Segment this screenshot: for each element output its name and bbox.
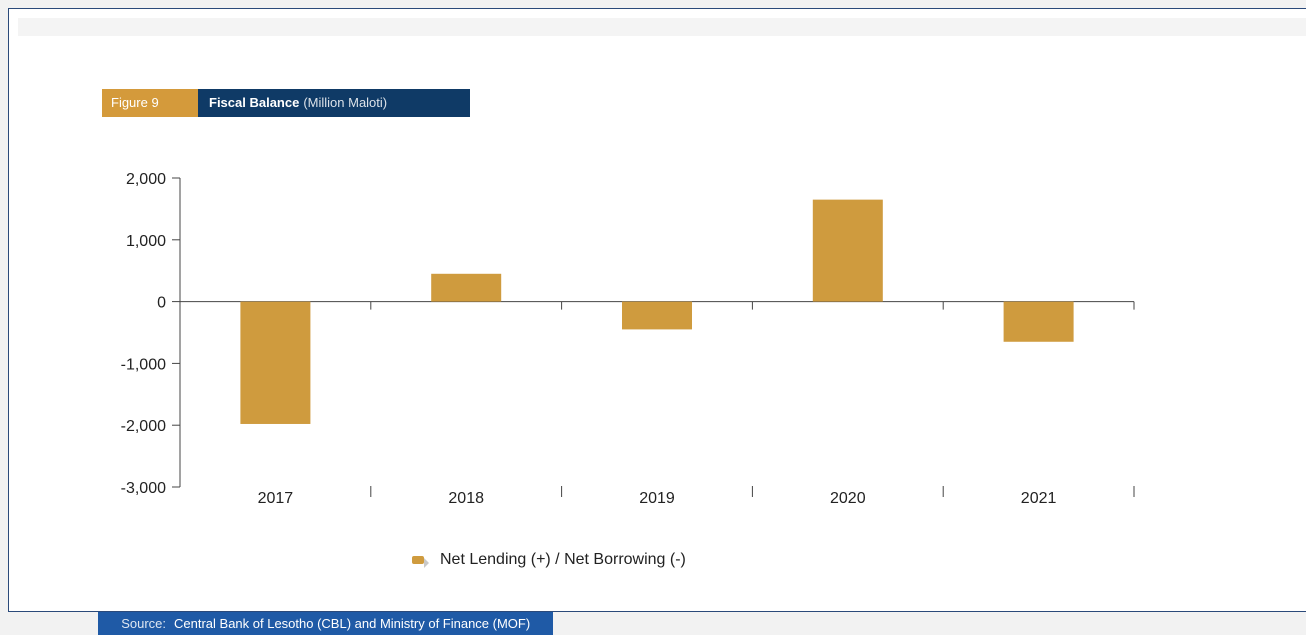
figure-subtitle: (Million Maloti)	[303, 95, 388, 110]
x-tick-label: 2018	[448, 490, 484, 507]
x-tick-label: 2020	[830, 490, 866, 507]
y-tick-label: 2,000	[126, 171, 166, 188]
bar-2019	[622, 301, 692, 330]
x-tick-label: 2021	[1021, 490, 1057, 507]
figure-title-text: Fiscal Balance	[209, 95, 300, 110]
bar-2021	[1003, 301, 1074, 342]
legend-label: Net Lending (+) / Net Borrowing (-)	[440, 551, 686, 568]
header-band	[18, 18, 1306, 36]
bar-2020	[812, 199, 883, 302]
bar-2018	[431, 273, 502, 302]
x-tick-label: 2019	[639, 490, 675, 507]
y-tick-label: -3,000	[121, 480, 166, 497]
figure-title: Fiscal Balance (Million Maloti)	[198, 89, 470, 117]
y-tick-label: -1,000	[121, 356, 166, 373]
source-text: Central Bank of Lesotho (CBL) and Minist…	[174, 616, 531, 631]
y-tick-label: 0	[157, 295, 166, 312]
x-tick-label: 2017	[258, 490, 294, 507]
bar-2017	[240, 301, 311, 424]
figure-tag: Figure 9	[102, 89, 198, 117]
source-label: Source:	[121, 616, 166, 631]
y-tick-label: 1,000	[126, 233, 166, 250]
legend-swatch-icon	[412, 556, 424, 564]
chart-legend: Net Lending (+) / Net Borrowing (-)	[412, 550, 686, 570]
source-note: Source: Central Bank of Lesotho (CBL) and…	[98, 612, 553, 635]
y-tick-label: -2,000	[121, 418, 166, 435]
